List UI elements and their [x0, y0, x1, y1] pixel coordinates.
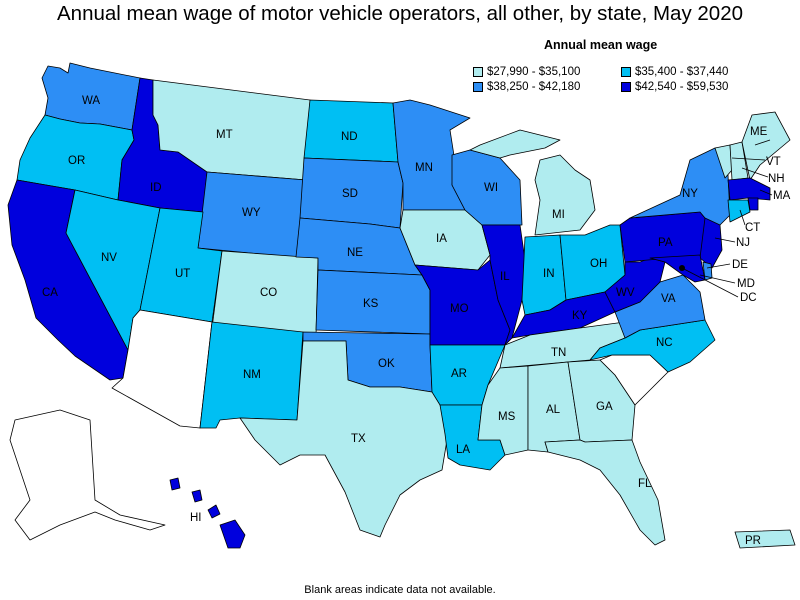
state-label: WV: [616, 287, 635, 299]
state-label: NC: [656, 337, 673, 349]
state-NC[interactable]: [589, 319, 716, 373]
state-FL[interactable]: [544, 439, 666, 546]
state-label: IA: [436, 233, 447, 245]
state-TX[interactable]: [239, 340, 449, 538]
state-label: DC: [740, 292, 757, 304]
footnote: Blank areas indicate data not available.: [304, 584, 496, 596]
state-label: ID: [150, 182, 162, 194]
legend-swatch: [473, 67, 483, 77]
state-label: MA: [773, 190, 791, 202]
state-label: OR: [68, 155, 85, 167]
state-label: NE: [347, 247, 363, 259]
legend-swatch: [621, 82, 631, 92]
state-label: MS: [498, 411, 516, 423]
state-label: HI: [190, 512, 202, 524]
legend-item: $42,540 - $59,530: [621, 81, 728, 93]
state-label: MN: [415, 162, 433, 174]
state-MD[interactable]: [649, 254, 706, 283]
legend-label: $38,250 - $42,180: [487, 81, 581, 93]
state-label: AR: [451, 368, 467, 380]
state-ME[interactable]: [741, 111, 791, 181]
legend-label: $27,990 - $35,100: [487, 66, 581, 78]
state-label: NY: [682, 188, 698, 200]
state-label: MD: [737, 278, 755, 290]
state-HI-maui[interactable]: [207, 504, 221, 519]
state-label: KS: [363, 298, 379, 310]
state-label: SD: [342, 188, 358, 200]
legend-item: $27,990 - $35,100: [473, 66, 580, 78]
state-label: ME: [750, 126, 768, 138]
legend-item: $38,250 - $42,180: [473, 81, 580, 93]
state-label: VA: [661, 293, 676, 305]
state-label: KY: [572, 310, 588, 322]
state-label: GA: [596, 401, 613, 413]
legend-item: $35,400 - $37,440: [621, 66, 728, 78]
state-HI[interactable]: [219, 519, 246, 549]
state-NM[interactable]: [199, 321, 304, 429]
legend: Annual mean wage $27,990 - $35,100 $35,4…: [468, 38, 798, 98]
callout-lines: [681, 139, 773, 298]
state-label: NM: [243, 369, 261, 381]
state-label: NV: [101, 252, 117, 264]
state-label: MI: [552, 209, 565, 221]
state-label: WY: [242, 207, 261, 219]
state-label: WI: [484, 182, 498, 194]
state-label: FL: [638, 478, 652, 490]
state-label: WA: [82, 95, 100, 107]
state-label: NH: [768, 173, 785, 185]
state-label: TX: [351, 433, 366, 445]
state-HI-kauai[interactable]: [169, 477, 181, 491]
state-label: DE: [732, 259, 748, 271]
legend-title: Annual mean wage: [544, 38, 658, 52]
state-label: CT: [745, 222, 760, 234]
state-label: LA: [456, 444, 470, 456]
state-MA[interactable]: [727, 177, 771, 201]
state-label: AL: [546, 404, 561, 416]
state-label: ND: [341, 131, 358, 143]
state-HI-oahu[interactable]: [191, 489, 203, 503]
state-label: PA: [658, 237, 673, 249]
state-label: NJ: [736, 237, 750, 249]
state-MI[interactable]: [469, 129, 561, 159]
state-label: CO: [260, 287, 277, 299]
state-label: OH: [590, 258, 607, 270]
state-label: IL: [500, 271, 510, 283]
legend-swatch: [621, 67, 631, 77]
state-label: MO: [450, 303, 469, 315]
state-AK[interactable]: [9, 409, 166, 541]
legend-swatch: [473, 82, 483, 92]
state-label: CA: [42, 287, 58, 299]
state-label: PR: [745, 535, 761, 547]
state-MI-lower[interactable]: [534, 154, 596, 236]
legend-label: $42,540 - $59,530: [635, 81, 729, 93]
map-title: Annual mean wage of motor vehicle operat…: [57, 2, 743, 25]
legend-label: $35,400 - $37,440: [635, 66, 729, 78]
state-CT[interactable]: [727, 199, 751, 223]
state-label: IN: [543, 268, 555, 280]
state-label: MT: [216, 129, 233, 141]
state-label: UT: [175, 268, 190, 280]
state-label: VT: [766, 156, 781, 168]
state-NJ[interactable]: [699, 217, 723, 269]
state-labels: WA OR CA ID NV MT WY UT CO NM ND SD NE K…: [42, 95, 791, 547]
state-PR[interactable]: [734, 529, 796, 549]
state-label: OK: [378, 358, 395, 370]
state-label: TN: [551, 347, 566, 359]
